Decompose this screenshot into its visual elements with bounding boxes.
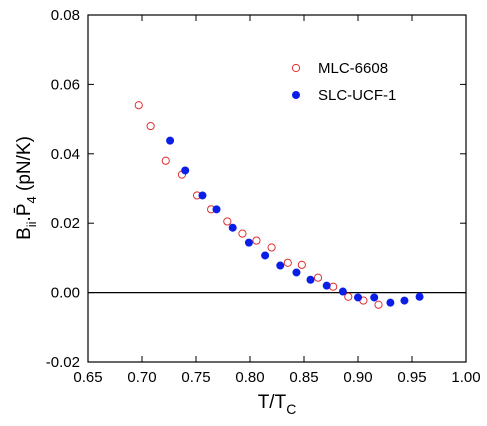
legend-label: MLC-6608 <box>318 60 388 77</box>
x-tick-label: 1.00 <box>451 369 480 386</box>
y-tick-label: -0.02 <box>46 354 80 371</box>
legend-marker <box>291 91 300 100</box>
point <box>212 205 221 214</box>
point <box>181 166 190 175</box>
point <box>353 293 362 302</box>
point <box>223 217 232 226</box>
y-axis-label: Bii.P̄4 (pN/K) <box>14 136 39 240</box>
point <box>228 223 237 232</box>
y-tick-label: 0.02 <box>51 215 80 232</box>
point <box>276 261 285 270</box>
point <box>238 229 247 238</box>
x-tick-label: 0.75 <box>181 369 210 386</box>
x-tick-label: 0.70 <box>127 369 156 386</box>
y-label-part: B <box>14 227 35 240</box>
point <box>198 191 207 200</box>
point <box>261 251 270 260</box>
x-tick-label: 0.90 <box>343 369 372 386</box>
point <box>338 287 347 296</box>
point <box>313 273 323 282</box>
x-tick-label: 0.65 <box>73 369 102 386</box>
x-tick-label: 0.85 <box>289 369 318 386</box>
y-label-part: (pN/K) <box>14 136 35 196</box>
point <box>297 260 306 269</box>
legend-marker <box>291 63 301 73</box>
y-label-part: . <box>14 216 35 221</box>
point <box>386 298 395 307</box>
point <box>146 121 155 131</box>
y-tick-label: 0.00 <box>51 285 80 302</box>
point <box>166 136 175 145</box>
point <box>370 293 379 302</box>
y-label-sub: ii <box>24 221 39 227</box>
y-label-part: P̄ <box>14 203 35 216</box>
point <box>374 300 383 309</box>
x-axis-label: T/TC <box>258 392 297 417</box>
y-tick-label: 0.08 <box>51 7 80 24</box>
x-label-sub: C <box>286 401 296 417</box>
point <box>283 258 292 267</box>
point <box>134 101 143 110</box>
point <box>329 282 338 291</box>
point <box>244 238 253 247</box>
x-tick-label: 0.95 <box>397 369 426 386</box>
point <box>292 268 301 277</box>
point <box>161 156 170 165</box>
point <box>400 296 409 305</box>
point <box>267 243 276 252</box>
point <box>306 275 315 284</box>
y-tick-label: 0.06 <box>51 76 80 93</box>
y-label-sub: 4 <box>24 196 39 203</box>
plot-frame <box>87 14 467 363</box>
x-label-main: T/T <box>258 392 287 413</box>
point <box>252 236 261 245</box>
legend-label: SLC-UCF-1 <box>318 87 396 104</box>
x-tick-label: 0.80 <box>235 369 264 386</box>
point <box>344 292 353 301</box>
point <box>415 292 424 301</box>
point <box>322 281 331 290</box>
y-tick-label: 0.04 <box>51 146 80 163</box>
